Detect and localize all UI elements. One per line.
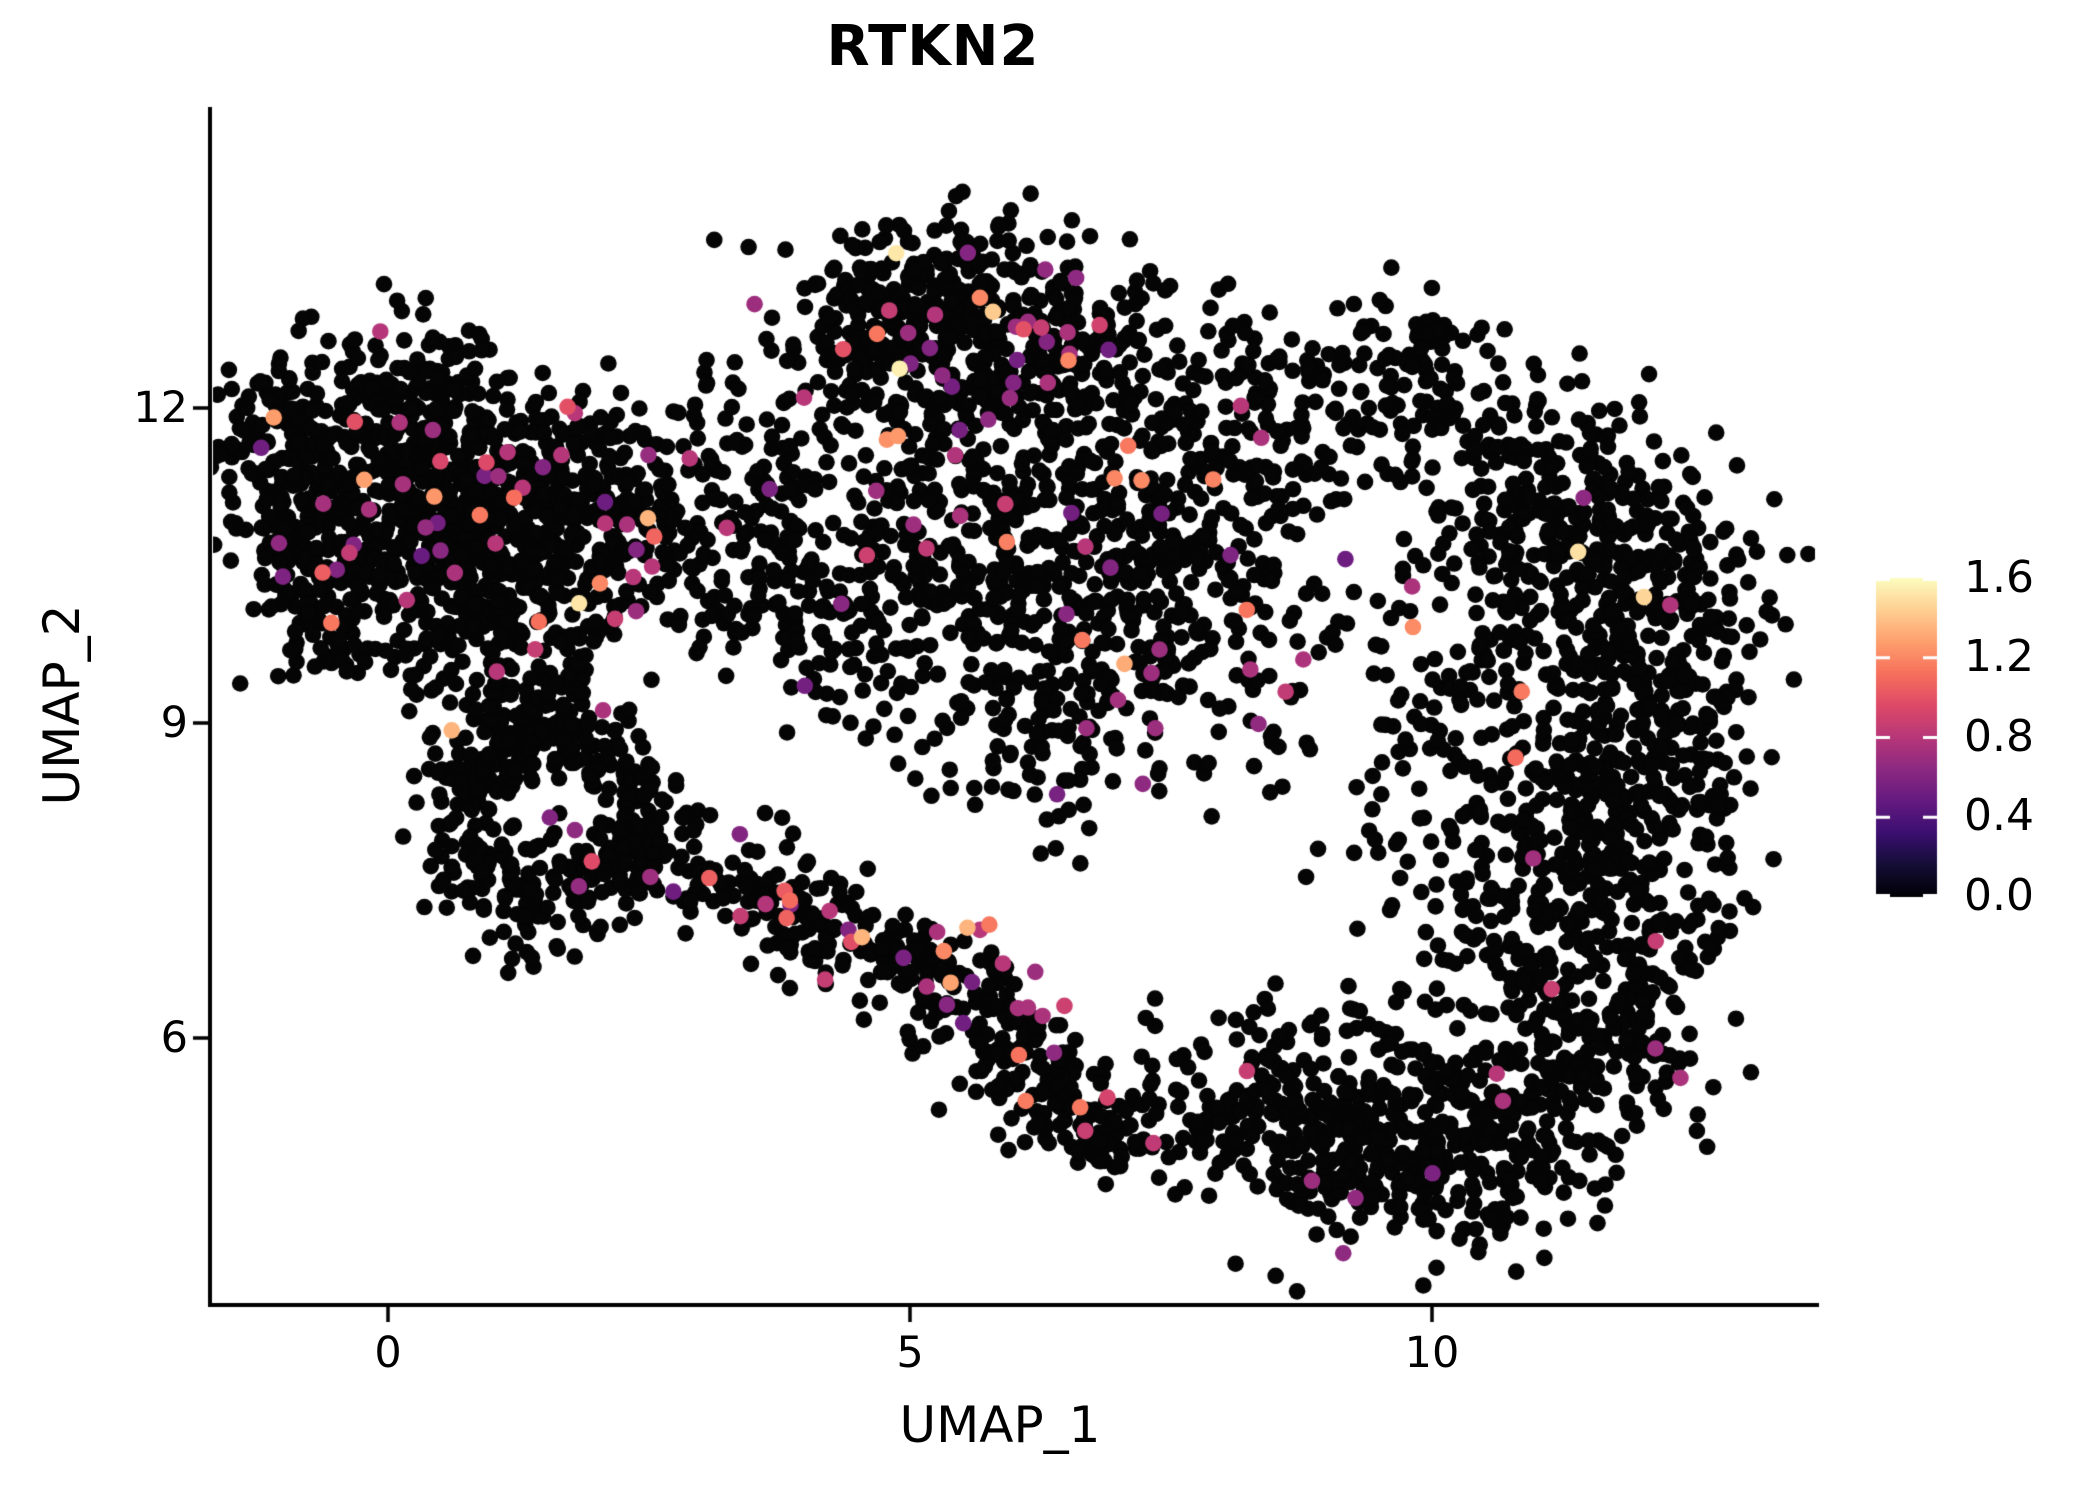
x-tick-label-0: 0 [374,1328,402,1378]
x-axis-title: UMAP_1 [899,1396,1101,1454]
colorbar-tick-label-1.2: 1.2 [1964,631,2034,682]
x-tick-label-5: 5 [896,1328,924,1378]
plot-title: RTKN2 [826,14,1040,79]
x-tick-label-10: 10 [1404,1328,1460,1378]
colorbar-tick-label-1.6: 1.6 [1964,552,2034,603]
y-tick-label-6: 6 [160,1013,188,1063]
colorbar-tick-label-0.4: 0.4 [1964,790,2034,841]
colorbar-tick-label-0.0: 0.0 [1964,870,2034,921]
colorbar-tick-label-0.8: 0.8 [1964,711,2034,762]
y-tick-label-12: 12 [133,383,188,433]
y-tick-label-9: 9 [160,698,188,748]
